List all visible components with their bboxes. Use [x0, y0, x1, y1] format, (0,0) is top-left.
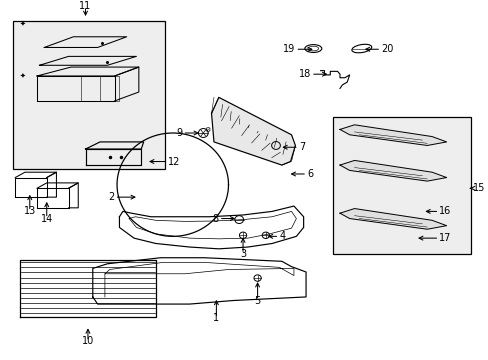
Text: ✦: ✦: [20, 73, 26, 79]
Bar: [13, 21, 165, 168]
Text: 2: 2: [108, 192, 114, 202]
Text: 16: 16: [438, 206, 451, 216]
Text: 1: 1: [213, 313, 219, 323]
Text: 15: 15: [472, 183, 485, 193]
Polygon shape: [339, 161, 446, 181]
Text: 19: 19: [283, 44, 295, 54]
Text: 10: 10: [81, 337, 94, 346]
Text: 5: 5: [254, 296, 260, 306]
Text: ✦: ✦: [20, 21, 26, 27]
Text: 6: 6: [306, 169, 312, 179]
Text: 4: 4: [279, 231, 285, 241]
Text: 20: 20: [381, 44, 393, 54]
Text: ⚙: ⚙: [204, 127, 210, 133]
Text: 7: 7: [298, 142, 305, 152]
Text: 3: 3: [240, 249, 245, 259]
Text: 14: 14: [41, 213, 53, 224]
Text: 8: 8: [212, 213, 218, 224]
Bar: [332, 117, 470, 254]
Polygon shape: [339, 125, 446, 145]
Text: 11: 11: [79, 1, 91, 12]
Text: 12: 12: [167, 157, 180, 167]
Text: 18: 18: [298, 69, 310, 79]
Text: 13: 13: [23, 206, 36, 216]
Text: 17: 17: [438, 233, 451, 243]
Polygon shape: [339, 208, 446, 229]
Text: 9: 9: [176, 128, 182, 138]
Polygon shape: [211, 97, 295, 165]
